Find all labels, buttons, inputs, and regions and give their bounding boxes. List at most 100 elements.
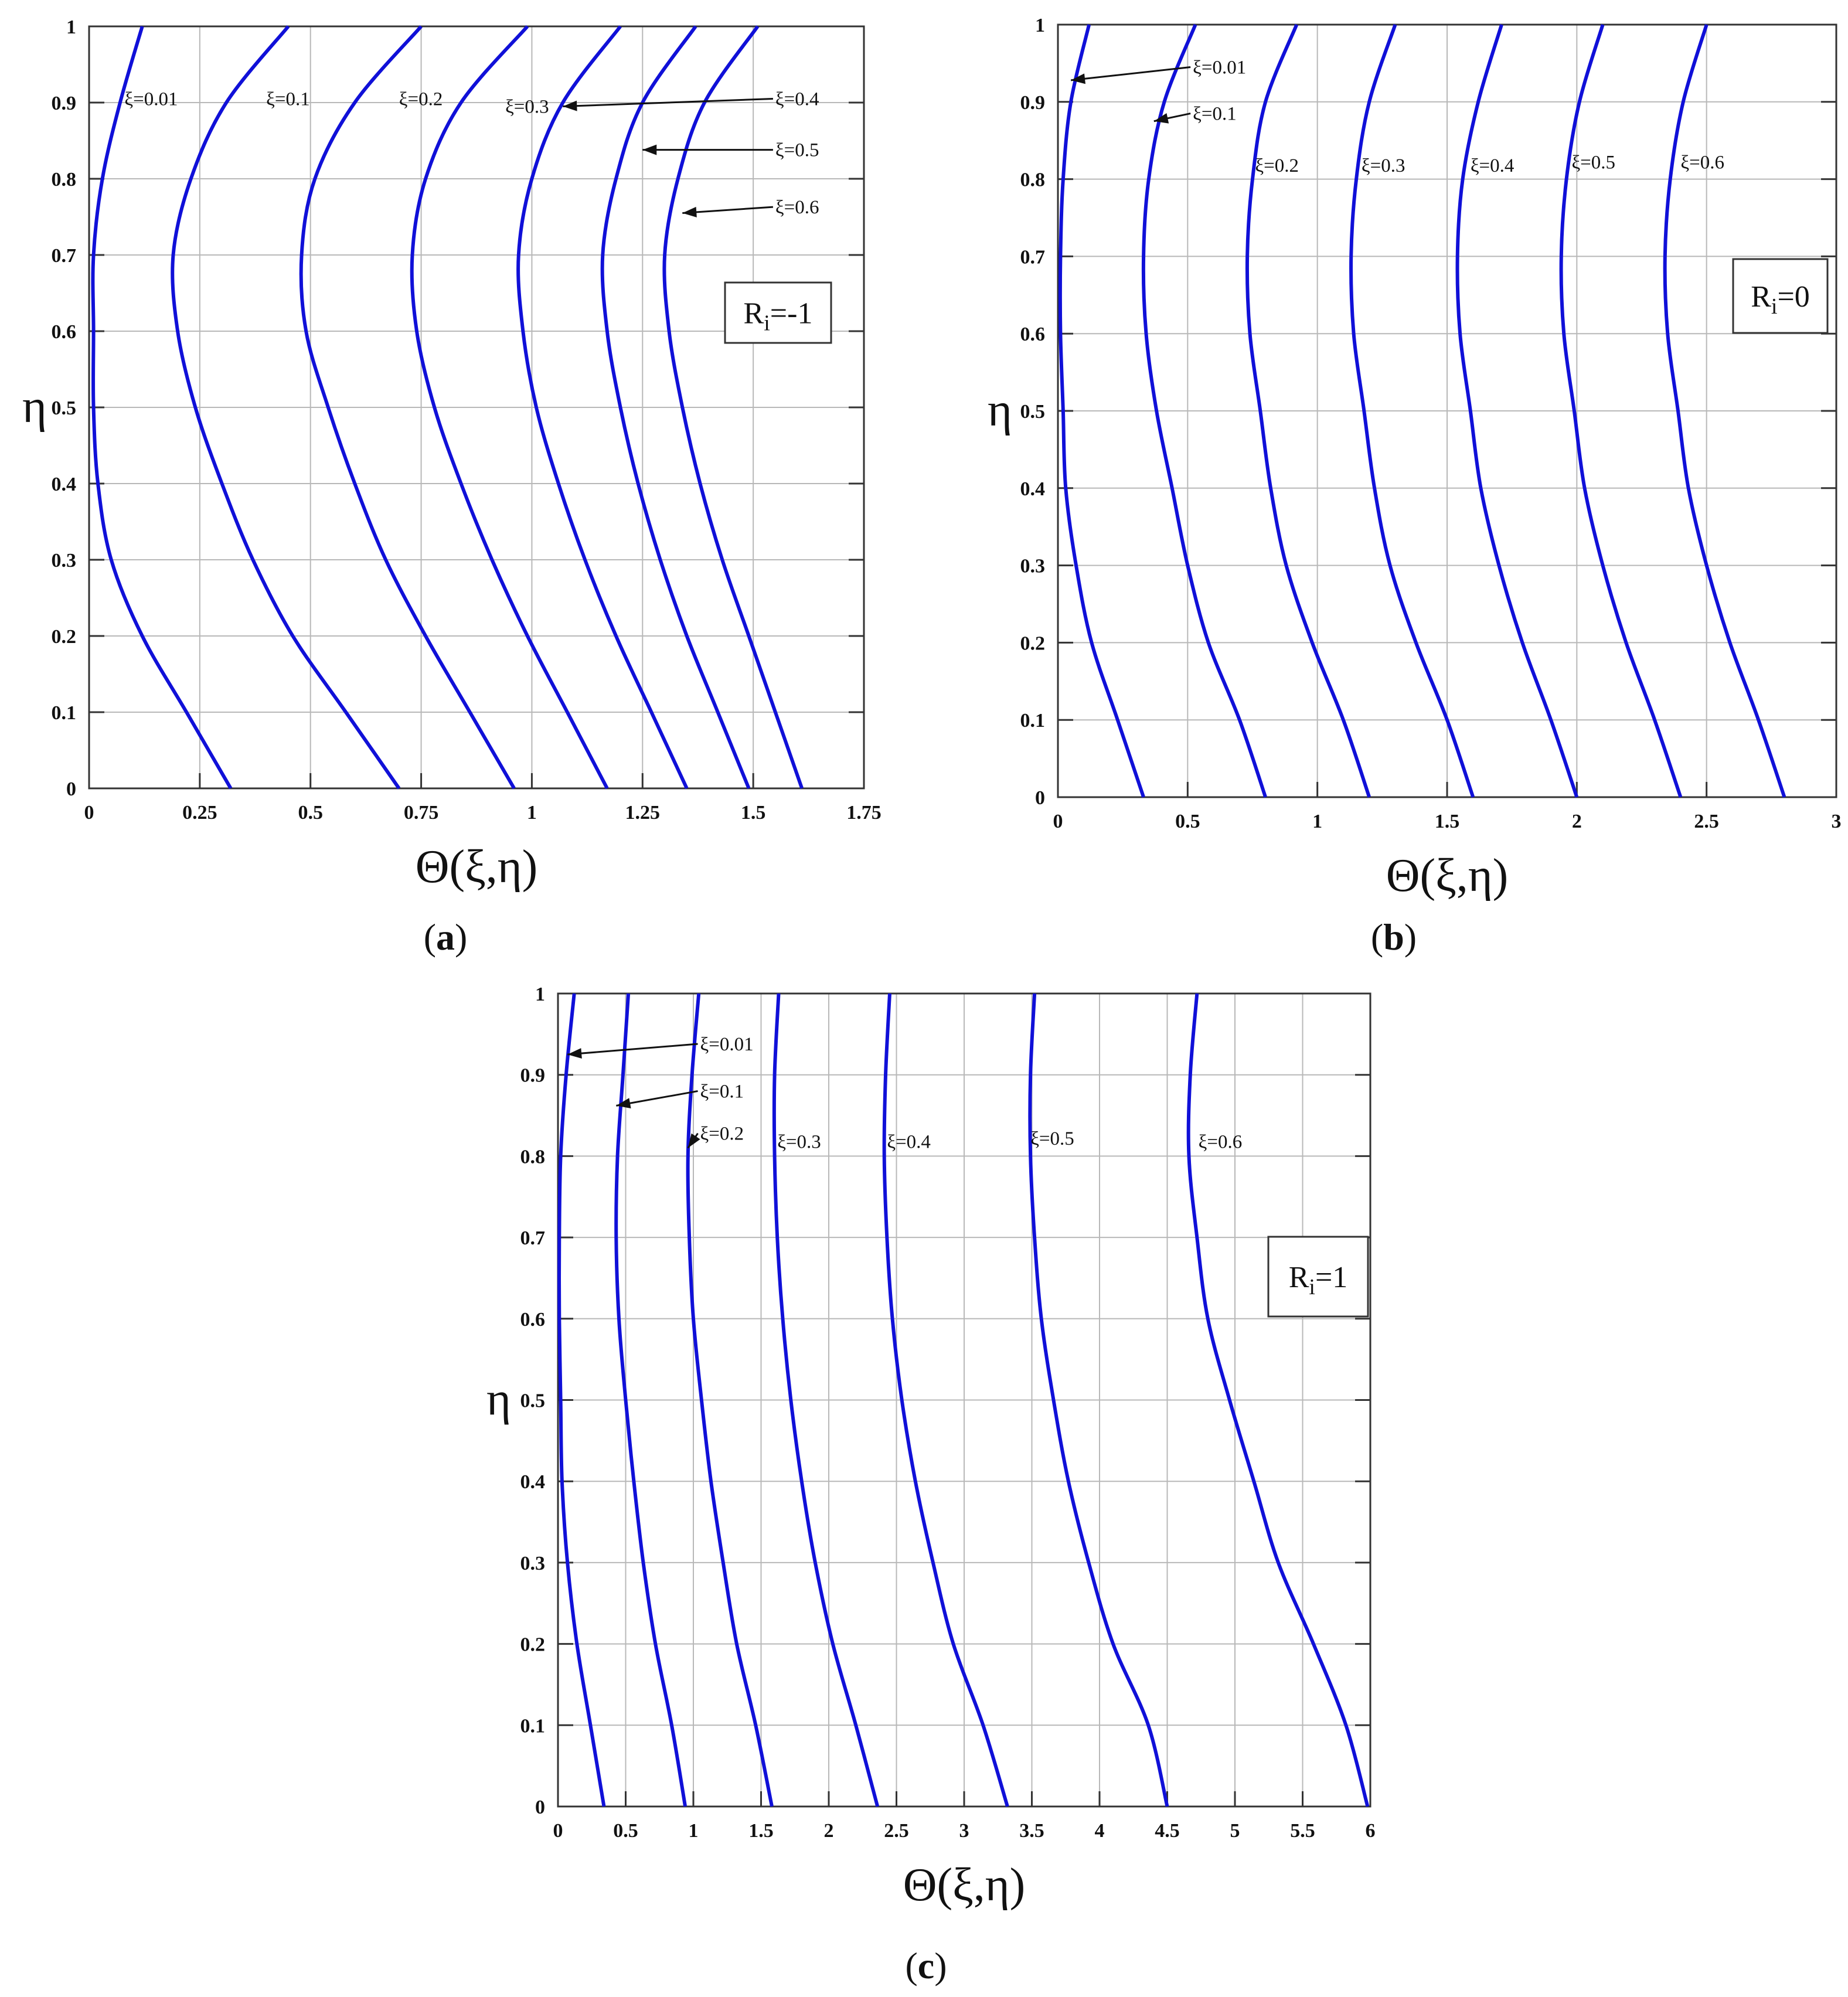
- y-tick-label: 0.3: [52, 550, 77, 571]
- y-tick-label: 0.4: [1020, 478, 1046, 500]
- ri-subscript: i: [1309, 1275, 1315, 1299]
- y-tick-label: 0: [1035, 787, 1045, 809]
- x-tick-label: 1.25: [625, 802, 661, 824]
- curve-label: ξ=0.1: [266, 89, 310, 110]
- arrowhead: [1071, 73, 1085, 84]
- series-group: [91, 25, 804, 790]
- arrowhead: [682, 206, 697, 217]
- x-tick-label: 0.5: [613, 1820, 638, 1842]
- arrow-line: [563, 98, 773, 107]
- x-tick-label: 1.5: [1435, 811, 1460, 832]
- y-tick-label: 0.6: [52, 321, 77, 343]
- ri-symbol: R: [1289, 1261, 1309, 1294]
- panel-caption: (c): [905, 1945, 947, 1986]
- x-axis-label: Θ(ξ,η): [1386, 850, 1509, 901]
- y-tick-label: 0.1: [520, 1715, 546, 1737]
- panel-caption: (a): [424, 916, 468, 958]
- ri-value: =-1: [770, 297, 813, 331]
- x-tick-label: 1: [1312, 811, 1322, 832]
- series-line-5: [1455, 24, 1579, 798]
- curve-label: ξ=0.5: [775, 140, 819, 161]
- x-tick-label: 1.75: [846, 802, 882, 824]
- x-tick-label: 1.5: [741, 802, 766, 824]
- x-tick-label: 2: [1572, 811, 1582, 832]
- x-tick-label: 1.5: [748, 1820, 774, 1842]
- series-line-2: [614, 993, 688, 1807]
- curve-label: ξ=0.5: [1030, 1128, 1074, 1149]
- y-tick-label: 1: [1035, 15, 1045, 36]
- chart-panel-a: 0 0.25 0.5 0.75 1 1.25 1.5 1.75 0 0.1 0.2 0.3 0.4 0.5…: [22, 16, 882, 958]
- y-tick-label: 0.1: [52, 702, 77, 724]
- series-line-1: [557, 993, 606, 1807]
- grid: [1057, 24, 1837, 798]
- curve-label: ξ=0.3: [777, 1131, 821, 1152]
- x-tick-label: 2: [824, 1820, 834, 1842]
- x-tick-label: 0: [1053, 811, 1063, 832]
- ri-box-frame: [1267, 1236, 1369, 1318]
- curve-label: ξ=0.1: [1193, 104, 1237, 125]
- x-tick-label: 0.5: [298, 802, 323, 824]
- y-tick-label: 0.6: [520, 1309, 546, 1331]
- x-tick-label: 1: [689, 1820, 699, 1842]
- y-tick-label: 0.9: [52, 93, 77, 114]
- arrowhead: [642, 144, 657, 155]
- x-axis-label: Θ(ξ,η): [416, 841, 538, 893]
- ri-box: Ri=-1: [724, 281, 832, 344]
- y-tick-label: 0.7: [1020, 246, 1046, 268]
- x-tick-label: 4.5: [1155, 1820, 1180, 1842]
- curve-label: ξ=0.1: [700, 1081, 744, 1102]
- ri-box-text: Ri=1: [1289, 1261, 1348, 1299]
- y-tick-label: 1: [535, 984, 545, 1005]
- y-tick-label: 0.9: [520, 1065, 546, 1087]
- series-line-4: [410, 25, 609, 790]
- x-axis: 0 0.25 0.5 0.75 1 1.25 1.5 1.75: [84, 773, 882, 824]
- x-tick-label: 6: [1366, 1820, 1376, 1842]
- curve-label: ξ=0.4: [775, 89, 819, 110]
- x-tick-label: 1: [527, 802, 537, 824]
- curve-label: ξ=0.6: [775, 197, 819, 218]
- x-tick-label: 5: [1230, 1820, 1240, 1842]
- y-tick-label: 0.7: [52, 245, 77, 267]
- arrowhead: [1153, 113, 1169, 124]
- x-tick-label: 0.5: [1175, 811, 1200, 832]
- ri-subscript: i: [1771, 294, 1778, 319]
- x-tick-label: 2.5: [884, 1820, 909, 1842]
- series-line-7: [1186, 993, 1370, 1807]
- curve-label: ξ=0.2: [1255, 155, 1299, 176]
- series-line-6: [1028, 993, 1169, 1807]
- annotations: ξ=0.01 ξ=0.1 ξ=0.2 ξ=0.3 ξ=0.4 ξ=0.5 ξ=0.6: [567, 1034, 1242, 1152]
- curve-label: ξ=0.6: [1199, 1131, 1243, 1152]
- caption-close-paren: ): [934, 1945, 947, 1986]
- y-tick-label: 0: [535, 1797, 545, 1818]
- y-tick-label: 0.8: [520, 1146, 546, 1168]
- y-tick-label: 0.2: [520, 1634, 546, 1656]
- y-tick-label: 0: [66, 778, 76, 800]
- series-line-4: [1349, 24, 1475, 798]
- ri-box: Ri=1: [1267, 1236, 1369, 1318]
- y-tick-label: 0.4: [520, 1471, 546, 1493]
- y-tick-label: 0.8: [1020, 169, 1046, 191]
- ri-box-frame: [724, 281, 832, 344]
- curve-label: ξ=0.3: [505, 97, 549, 118]
- x-axis: 0 0.5 1 1.5 2 2.5 3: [1053, 782, 1842, 832]
- series-line-2: [1141, 23, 1267, 798]
- x-tick-label: 3: [1832, 811, 1842, 832]
- caption-close-paren: ): [455, 916, 467, 958]
- grid: [557, 993, 1371, 1807]
- y-tick-label: 0.8: [52, 169, 77, 190]
- series-line-1: [91, 26, 233, 790]
- series-line-3: [299, 25, 516, 790]
- y-tick-label: 0.3: [520, 1553, 546, 1574]
- series-line-5: [882, 993, 1009, 1807]
- series-line-4: [772, 993, 880, 1807]
- panel-caption: (b): [1371, 916, 1417, 958]
- caption-close-paren: ): [1404, 916, 1417, 958]
- arrowhead: [616, 1098, 631, 1109]
- series-line-1: [1058, 24, 1145, 798]
- series-line-3: [686, 993, 774, 1807]
- x-tick-label: 4: [1095, 1820, 1105, 1842]
- x-axis-label: Θ(ξ,η): [903, 1859, 1026, 1911]
- y-tick-label: 0.4: [52, 474, 77, 495]
- arrowhead: [563, 100, 577, 111]
